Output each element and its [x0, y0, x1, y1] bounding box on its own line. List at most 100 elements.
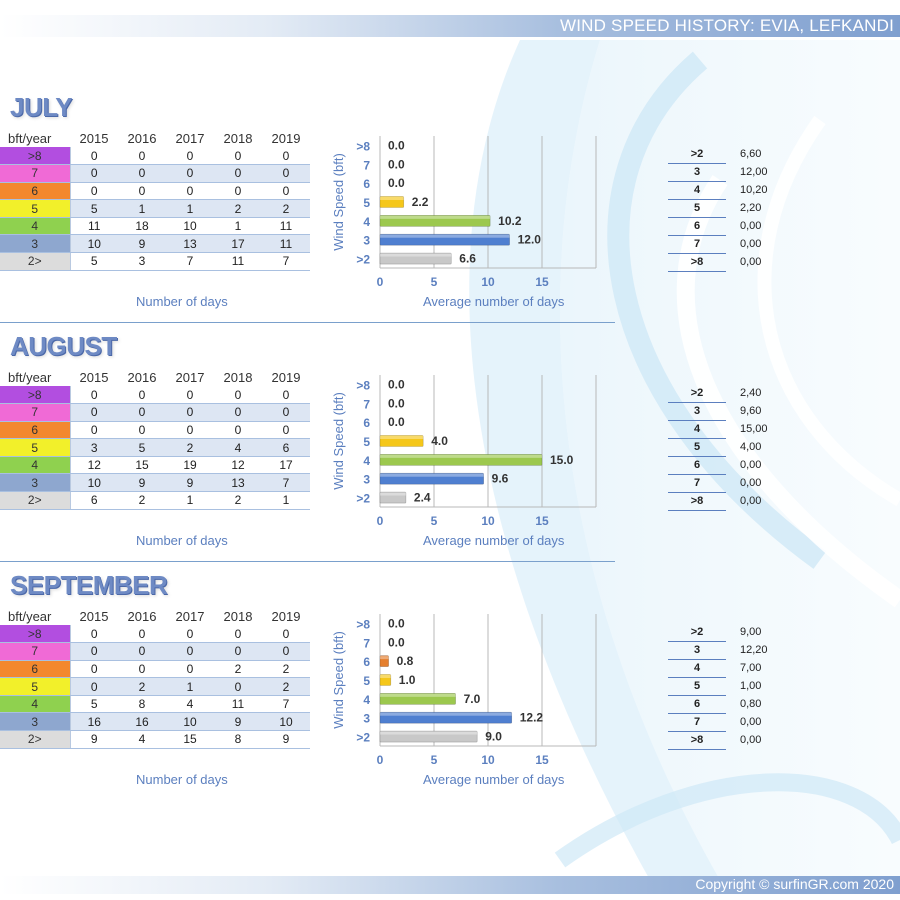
average-row: >2 9,00 [668, 623, 796, 642]
average-bft-key: 7 [668, 713, 726, 732]
average-value: 6,60 [740, 148, 762, 160]
days-cell: 7 [262, 473, 310, 493]
days-cell: 2 [118, 491, 166, 510]
days-caption: Number of days [136, 294, 228, 309]
days-cell: 16 [70, 712, 118, 732]
header-bar: WIND SPEED HISTORY: EVIA, LEFKANDI [0, 15, 900, 37]
bar [379, 655, 389, 667]
average-value: 15,00 [740, 423, 768, 435]
average-row: 5 2,20 [668, 199, 796, 218]
year-header: 2015 [79, 609, 109, 624]
average-bft-key: 6 [668, 695, 726, 714]
days-cell: 0 [118, 660, 166, 679]
days-cell: 4 [118, 730, 166, 749]
y-tick-label: 7 [363, 397, 370, 411]
y-tick-label: 5 [363, 674, 370, 688]
days-cell: 0 [118, 642, 166, 661]
month-section-september: SEPTEMBER bft/year 2015 2016 2017 2018 2019 >8 0… [0, 570, 900, 814]
bar [379, 730, 478, 743]
data-label: 1.0 [399, 673, 416, 687]
average-row: 7 0,00 [668, 713, 796, 732]
bft-label-cell: 4 [0, 695, 71, 714]
table-header-row: bft/year 2015 2016 2017 2018 2019 [0, 130, 310, 147]
days-cell: 0 [70, 386, 118, 405]
section-divider [0, 322, 615, 323]
average-value: 9,60 [740, 405, 762, 417]
days-cell: 2 [262, 199, 310, 218]
average-bft-key: >8 [668, 731, 726, 750]
data-label: 12.2 [520, 711, 544, 725]
days-cell: 1 [262, 491, 310, 510]
days-cell: 3 [118, 252, 166, 271]
days-cell: 6 [70, 491, 118, 510]
bar-highlight [380, 675, 391, 678]
average-row: 3 9,60 [668, 402, 796, 421]
days-cell: 2 [118, 677, 166, 696]
days-cell: 2 [262, 677, 310, 696]
table-row: 4 5 8 4 11 7 [0, 695, 310, 714]
y-tick-label: 4 [363, 454, 370, 468]
days-cell: 1 [166, 677, 214, 696]
year-header: 2015 [79, 131, 109, 146]
days-cell: 13 [214, 473, 262, 493]
days-cell: 0 [70, 660, 118, 679]
y-tick-label: >8 [356, 139, 370, 153]
days-cell: 0 [166, 147, 214, 166]
year-header: 2019 [271, 131, 301, 146]
days-cell: 2 [262, 660, 310, 679]
bar-highlight [380, 234, 510, 238]
bar [379, 693, 456, 705]
days-cell: 0 [214, 147, 262, 166]
days-cell: 4 [214, 438, 262, 457]
x-tick-label: 5 [431, 753, 438, 767]
y-axis-title: Wind Speed (bft) [331, 631, 346, 729]
days-cell: 0 [262, 386, 310, 405]
x-axis-title: Average number of days [423, 294, 565, 309]
table-row: 2> 5 3 7 11 7 [0, 252, 310, 271]
bar-highlight [380, 473, 484, 477]
average-row: 6 0,80 [668, 695, 796, 714]
days-cell: 0 [118, 386, 166, 405]
bft-label-cell: >8 [0, 147, 71, 166]
average-bft-key: 3 [668, 641, 726, 660]
wind-days-table: bft/year 2015 2016 2017 2018 2019 >8 0 0 0 0 0 7 0 0 0 0… [0, 608, 310, 749]
table-row: 4 11 18 10 1 11 [0, 217, 310, 236]
bft-label-cell: 7 [0, 642, 71, 661]
average-row: >8 0,00 [668, 492, 796, 511]
average-value: 0,80 [740, 698, 762, 710]
average-value: 0,00 [740, 238, 762, 250]
bar [379, 711, 513, 724]
average-bft-key: 4 [668, 420, 726, 439]
days-caption: Number of days [136, 533, 228, 548]
y-tick-label: >2 [356, 253, 370, 267]
bar-chart: Wind Speed (bft) >8 0.0 7 0.0 6 0.0 5 2.2 4 10.2 3 1… [328, 130, 618, 290]
year-header: 2017 [175, 131, 205, 146]
days-cell: 9 [166, 473, 214, 493]
data-label: 0.0 [388, 138, 405, 152]
bft-label-cell: 5 [0, 438, 71, 457]
days-cell: 0 [262, 642, 310, 661]
days-caption: Number of days [136, 772, 228, 787]
bar [379, 472, 484, 485]
average-row: 7 0,00 [668, 474, 796, 493]
table-row: >8 0 0 0 0 0 [0, 147, 310, 166]
average-row: >8 0,00 [668, 731, 796, 750]
average-bft-key: 4 [668, 659, 726, 678]
days-cell: 5 [118, 438, 166, 457]
bar [379, 491, 407, 504]
y-tick-label: >2 [356, 492, 370, 506]
month-section-july: JULY bft/year 2015 2016 2017 2018 2019 >8 0 0 0 0 0 7… [0, 92, 900, 336]
average-bft-key: 5 [668, 199, 726, 218]
days-cell: 0 [262, 182, 310, 201]
x-tick-label: 15 [535, 275, 549, 289]
x-tick-label: 10 [481, 275, 495, 289]
average-value: 12,00 [740, 166, 768, 178]
copyright-text: Copyright © surfinGR.com 2020 [695, 876, 894, 892]
average-bft-key: 5 [668, 438, 726, 457]
days-cell: 0 [166, 660, 214, 679]
footer-bar: Copyright © surfinGR.com 2020 [0, 876, 900, 894]
